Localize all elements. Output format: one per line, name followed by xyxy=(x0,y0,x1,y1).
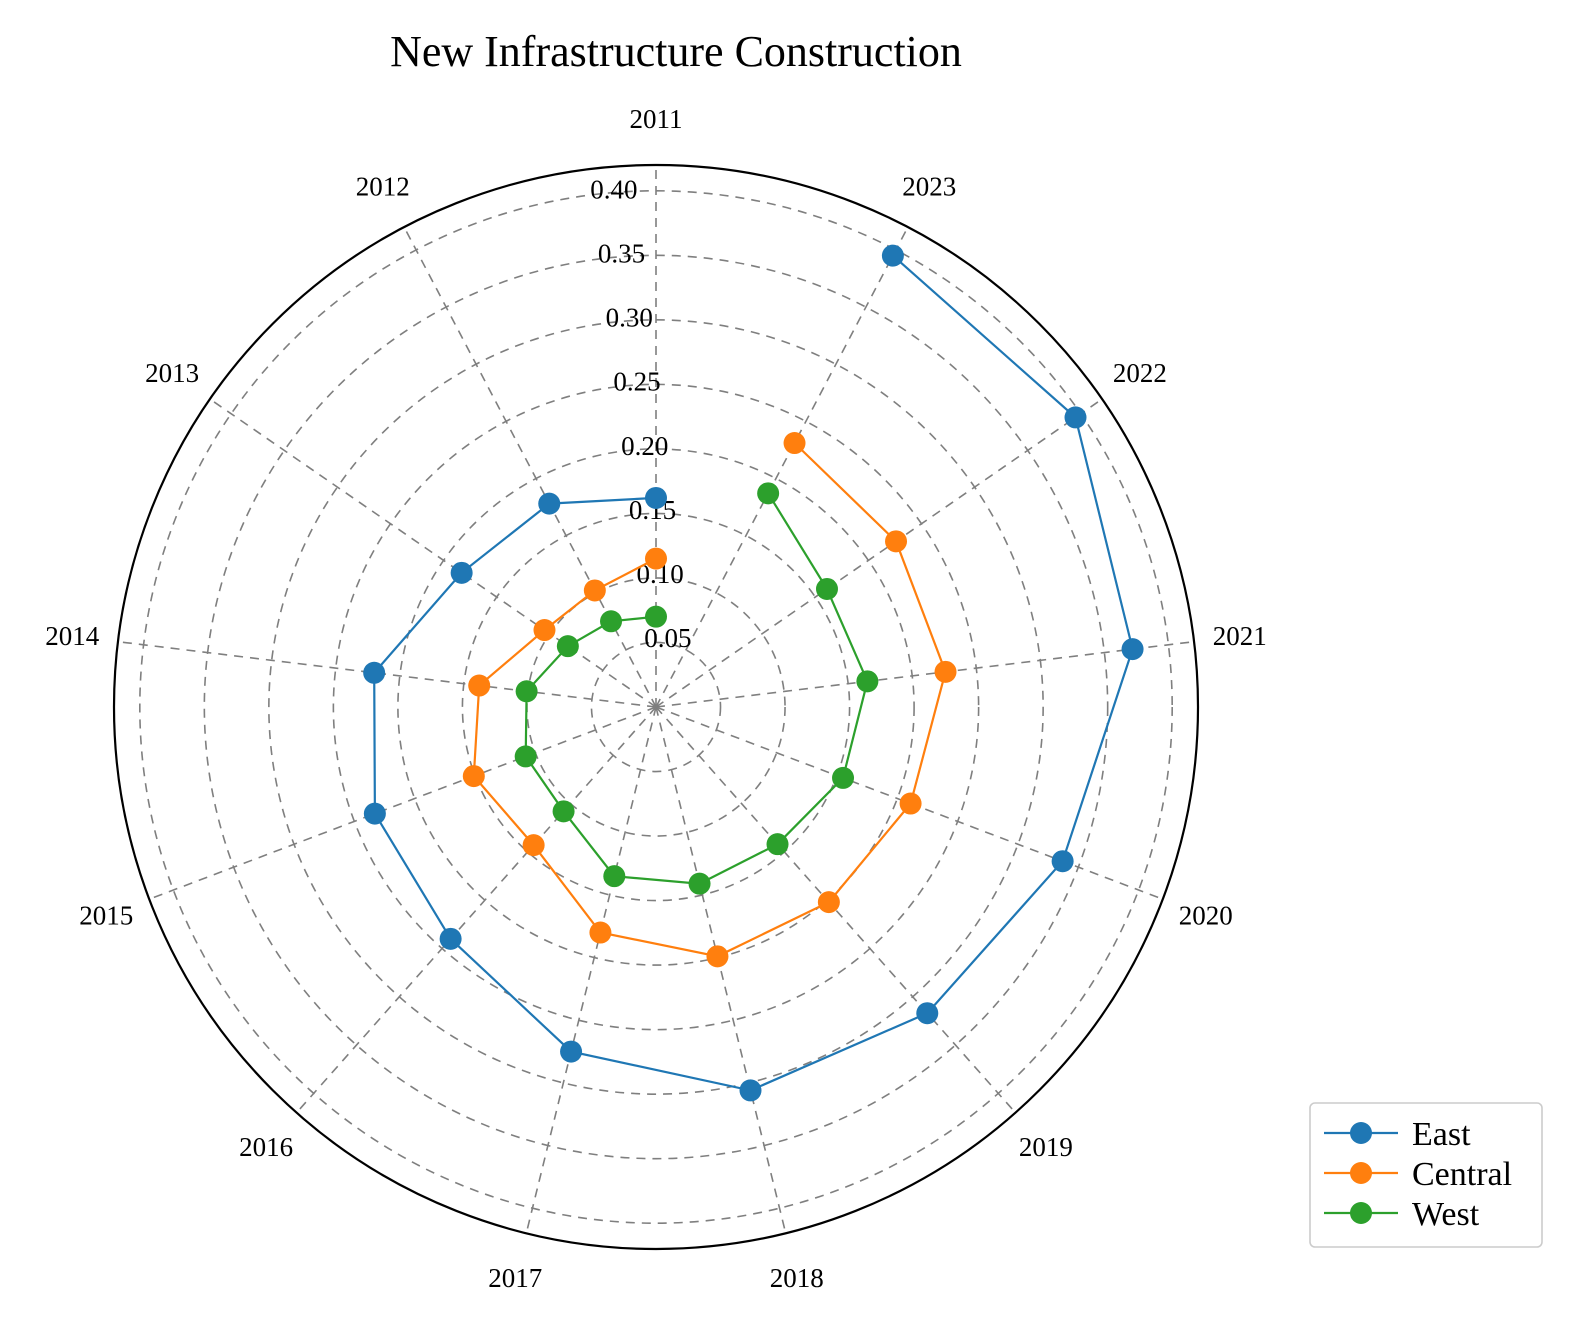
spoke-line xyxy=(117,640,657,708)
data-point xyxy=(583,579,606,602)
data-point xyxy=(934,660,957,683)
category-label: 2014 xyxy=(45,621,100,651)
category-label: 2011 xyxy=(630,104,683,134)
legend-label: East xyxy=(1412,1116,1471,1153)
category-label: 2020 xyxy=(1179,901,1233,931)
data-point xyxy=(881,244,904,267)
data-point xyxy=(450,561,473,584)
radial-tick-label: 0.40 xyxy=(590,175,637,205)
radar-grid xyxy=(112,163,1200,1251)
spoke-line xyxy=(148,706,657,900)
data-point xyxy=(899,792,922,815)
chart-title: New Infrastructure Construction xyxy=(390,27,962,76)
data-point xyxy=(783,432,806,455)
grid-circle xyxy=(268,319,1044,1095)
legend-label: West xyxy=(1412,1196,1480,1233)
data-point xyxy=(688,872,711,895)
data-point xyxy=(552,800,575,823)
data-point xyxy=(556,635,579,658)
data-point xyxy=(589,921,612,944)
polar-frame xyxy=(112,163,1200,1251)
spoke-line xyxy=(655,706,1164,900)
series-west xyxy=(514,482,879,895)
data-point xyxy=(645,605,667,628)
spoke-line xyxy=(655,226,909,708)
data-point xyxy=(1064,406,1087,429)
data-point xyxy=(514,745,537,768)
data-point xyxy=(739,1079,762,1102)
radial-tick-label: 0.35 xyxy=(598,239,645,269)
spoke-line xyxy=(655,398,1103,708)
category-label: 2013 xyxy=(145,358,199,388)
category-label: 2017 xyxy=(488,1263,542,1293)
radial-tick-label: 0.25 xyxy=(613,367,660,397)
series-line xyxy=(373,254,1134,1092)
category-labels: 2011 2012 2013 2014 2015 2016 2017 2018 2019 2020… xyxy=(45,104,1266,1293)
category-label: 2012 xyxy=(356,171,410,201)
data-point xyxy=(533,619,556,642)
radial-tick-label: 0.05 xyxy=(644,623,691,653)
data-point xyxy=(815,577,838,600)
category-label: 2015 xyxy=(79,901,133,931)
spoke-line xyxy=(655,640,1195,708)
data-point xyxy=(538,492,561,515)
spoke-line xyxy=(295,706,657,1114)
data-point xyxy=(515,680,538,703)
grid-circle xyxy=(461,512,851,902)
series-central xyxy=(462,432,957,968)
spoke-line xyxy=(403,226,657,708)
data-point xyxy=(885,530,908,553)
data-point xyxy=(522,834,545,857)
radial-tick-label: 0.30 xyxy=(606,303,653,333)
series-layer xyxy=(363,244,1144,1102)
spoke-line xyxy=(655,706,787,1234)
grid-circle xyxy=(590,641,722,773)
spoke-line xyxy=(525,706,657,1234)
data-point xyxy=(1051,850,1074,873)
data-point xyxy=(645,547,667,570)
category-label: 2023 xyxy=(902,171,956,201)
spoke-line xyxy=(209,398,657,708)
legend-marker xyxy=(1350,1122,1372,1144)
legend-marker xyxy=(1350,1202,1372,1224)
category-label: 2022 xyxy=(1113,358,1167,388)
radial-tick-labels: 0.050.100.150.200.250.300.350.40 xyxy=(590,175,691,653)
radial-tick-label: 0.20 xyxy=(621,431,668,461)
data-point xyxy=(462,765,485,788)
data-point xyxy=(468,674,491,697)
category-label: 2018 xyxy=(770,1263,824,1293)
data-point xyxy=(916,1002,939,1025)
grid-circle xyxy=(397,448,915,966)
data-point xyxy=(1121,638,1144,661)
data-point xyxy=(363,802,386,825)
spoke-line xyxy=(655,706,1017,1114)
series-line xyxy=(524,492,869,885)
data-point xyxy=(817,891,840,914)
data-point xyxy=(363,661,386,684)
data-point xyxy=(706,945,729,968)
category-label: 2019 xyxy=(1019,1132,1073,1162)
category-label: 2021 xyxy=(1213,621,1267,651)
legend-marker xyxy=(1350,1162,1372,1184)
data-point xyxy=(832,766,855,789)
data-point xyxy=(439,927,462,950)
category-label: 2016 xyxy=(239,1132,293,1162)
legend-label: Central xyxy=(1412,1156,1512,1193)
data-point xyxy=(645,486,667,509)
data-point xyxy=(757,482,780,505)
grid-circle xyxy=(332,383,980,1031)
data-point xyxy=(603,865,626,888)
data-point xyxy=(600,610,623,633)
data-point xyxy=(856,670,879,693)
data-point xyxy=(766,833,789,856)
series-east xyxy=(363,244,1144,1102)
data-point xyxy=(560,1040,583,1063)
